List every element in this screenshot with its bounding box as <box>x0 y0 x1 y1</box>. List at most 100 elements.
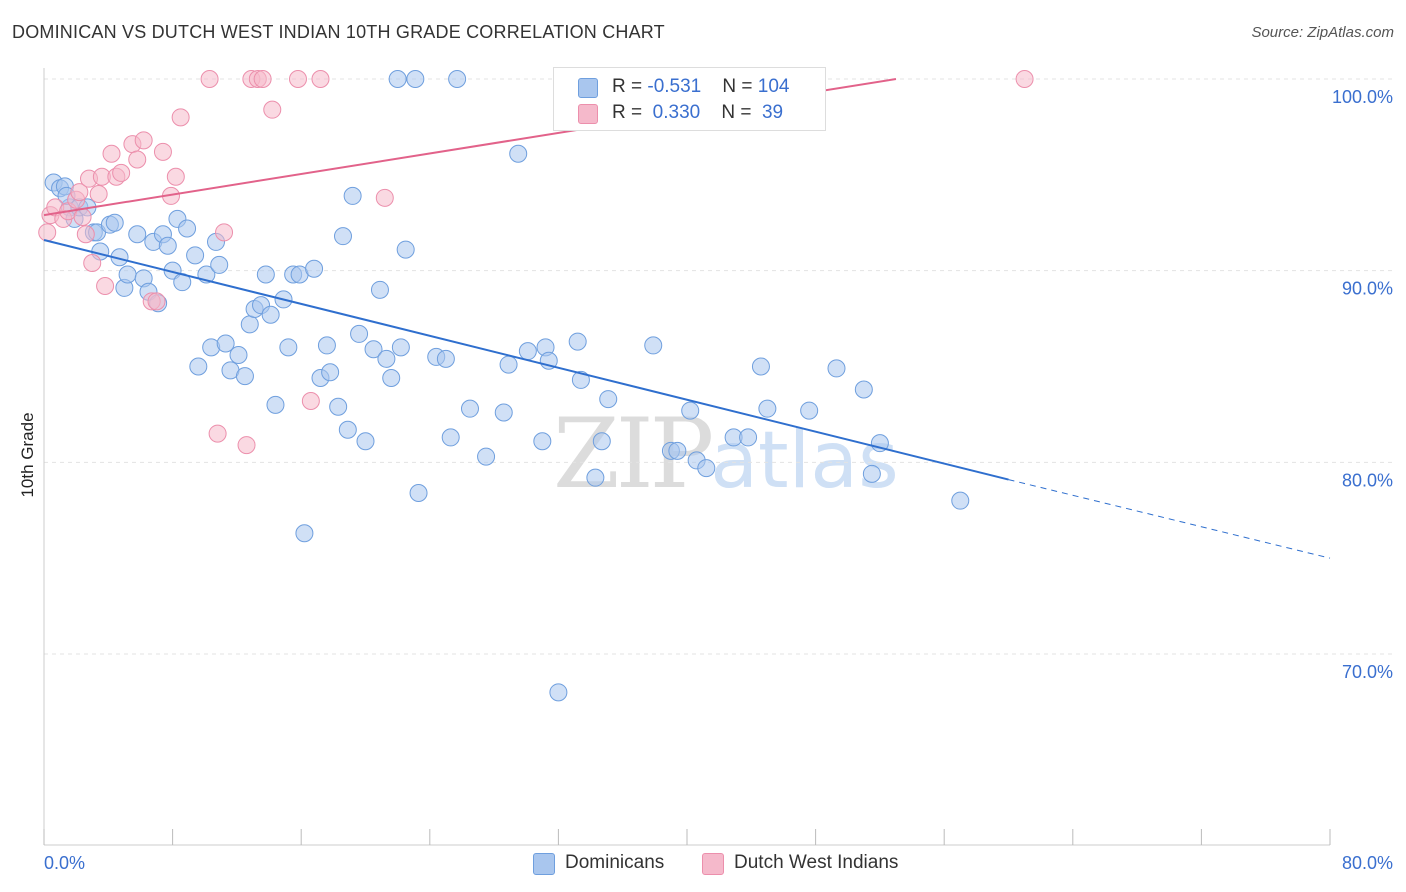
dutch-west-indian-point <box>73 208 92 226</box>
legend-n-value: 39 <box>756 102 784 123</box>
watermark-atlas: atlas <box>710 416 899 506</box>
legend-r-label: R = <box>612 76 648 97</box>
dutch-west-indian-point <box>83 254 102 272</box>
dominican-point <box>441 428 460 447</box>
legend-text-dutch-west-indians: R = 0.330 N = 39 <box>612 102 783 124</box>
dominican-point <box>571 370 590 389</box>
dominican-point <box>186 246 205 265</box>
dominican-point <box>329 397 348 416</box>
dutch-west-indian-point <box>76 225 95 244</box>
dominican-point <box>758 399 777 418</box>
dominican-point <box>382 369 401 387</box>
dutch-west-indian-point <box>215 223 234 242</box>
dominican-point <box>388 70 407 88</box>
dutch-west-indian-point <box>263 100 282 119</box>
dutch-west-indian-point <box>1015 70 1034 88</box>
dominican-point <box>189 357 208 376</box>
dominican-point <box>210 255 229 274</box>
dominican-point <box>295 524 314 543</box>
dutch-west-indian-point <box>237 436 256 455</box>
legend-n-label: N = <box>722 76 758 97</box>
dominican-point <box>338 420 357 439</box>
dominican-point <box>279 338 298 357</box>
dutch-west-indian-point <box>253 70 272 88</box>
dominican-point <box>586 468 605 487</box>
dominican-point <box>448 70 467 88</box>
dominican-point <box>396 240 415 259</box>
dominican-point <box>739 428 758 447</box>
dutch-west-indian-point <box>375 188 394 207</box>
dominican-point <box>951 491 970 510</box>
dutch-west-indian-point <box>70 183 89 202</box>
dutch-west-indian-point <box>134 131 153 150</box>
bottom-legend-swatch-dominicans <box>533 853 555 875</box>
y-tick-label: 80.0% <box>1342 470 1393 490</box>
legend-r-value: 0.330 <box>647 102 701 123</box>
dominican-point <box>436 349 455 368</box>
legend-n-label: N = <box>721 102 757 123</box>
dominican-point <box>494 403 513 422</box>
legend-swatch-dutch-west-indians <box>578 104 598 124</box>
dutch-west-indian-point <box>208 424 227 443</box>
dominican-point <box>509 144 528 163</box>
dominican-point <box>599 390 618 409</box>
dutch-west-indian-point <box>311 70 330 88</box>
dominican-point <box>681 401 700 420</box>
legend-r-label: R = <box>612 102 648 123</box>
dominican-point <box>178 219 197 238</box>
dominican-point <box>216 334 235 353</box>
dominican-point <box>827 359 846 378</box>
dominican-point <box>350 324 369 343</box>
dominican-trend-extension <box>1008 479 1331 559</box>
dutch-west-indian-point <box>128 150 147 169</box>
dutch-west-indian-point <box>200 70 219 88</box>
dutch-west-indian-point <box>102 144 121 163</box>
dominican-point <box>240 315 259 334</box>
dutch-west-indian-point <box>147 292 166 311</box>
dominican-point <box>333 227 352 246</box>
dominican-point <box>105 213 124 232</box>
dominican-point <box>158 236 177 255</box>
dominican-point <box>317 336 336 355</box>
dominican-point <box>592 432 611 451</box>
dominican-point <box>321 363 340 382</box>
bottom-legend-label-dutch-west-indians: Dutch West Indians <box>734 852 899 873</box>
dutch-west-indian-point <box>153 142 172 161</box>
dominican-point <box>370 280 389 299</box>
bottom-legend-label-dominicans: Dominicans <box>565 852 665 873</box>
x-tick-label: 80.0% <box>1342 853 1393 873</box>
dutch-west-indian-point <box>89 185 108 203</box>
correlation-legend: R = -0.531 N = 104 R = 0.330 N = 39 <box>553 67 826 131</box>
legend-text-dominicans: R = -0.531 N = 104 <box>612 76 789 98</box>
dominican-point <box>644 336 663 355</box>
dominican-point <box>377 349 396 368</box>
legend-swatch-dominicans <box>578 78 598 98</box>
dominican-point <box>235 367 254 386</box>
y-tick-label: 70.0% <box>1342 662 1393 682</box>
dominican-point <box>356 432 375 451</box>
bottom-legend-swatch-dutch-west-indians <box>702 853 724 875</box>
dominican-point <box>364 340 383 359</box>
legend-r-value: -0.531 <box>647 76 702 97</box>
y-tick-label: 100.0% <box>1332 87 1393 107</box>
dominican-point <box>256 265 275 284</box>
y-tick-label: 90.0% <box>1342 279 1393 299</box>
dominican-point <box>477 447 496 466</box>
dominican-point <box>499 355 518 374</box>
dominican-point <box>697 459 716 478</box>
dominican-point <box>406 70 425 88</box>
dominican-point <box>668 441 687 460</box>
dominican-point <box>460 399 479 418</box>
dutch-west-indian-point <box>112 163 131 182</box>
dominican-point <box>854 380 873 399</box>
source-label: Source: ZipAtlas.com <box>1251 24 1394 41</box>
dutch-west-indian-point <box>166 167 185 186</box>
dominican-point <box>549 683 568 702</box>
dominican-point <box>305 259 324 278</box>
dutch-west-indian-point <box>171 108 190 127</box>
dutch-west-indian-point <box>288 70 307 88</box>
dominican-point <box>800 401 819 420</box>
legend-n-value: 104 <box>757 76 790 97</box>
dominican-point <box>518 342 537 361</box>
